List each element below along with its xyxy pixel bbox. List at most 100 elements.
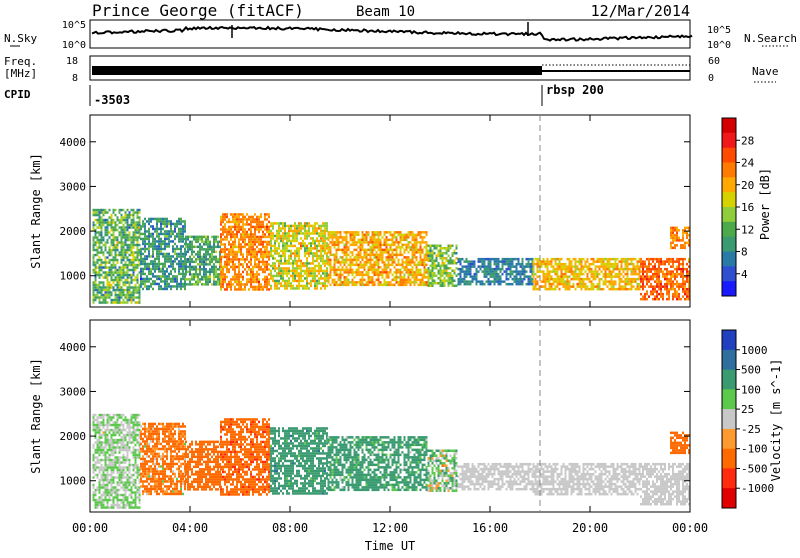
echo-cell bbox=[559, 260, 561, 263]
echo-cell bbox=[125, 271, 127, 274]
echo-cell bbox=[428, 282, 430, 285]
echo-cell bbox=[342, 269, 344, 272]
echo-cell bbox=[205, 263, 207, 266]
echo-cell bbox=[176, 225, 178, 228]
echo-cell bbox=[264, 216, 266, 219]
echo-cell bbox=[131, 251, 133, 254]
echo-cell bbox=[131, 244, 133, 247]
echo-cell bbox=[650, 285, 652, 288]
echo-cell bbox=[328, 246, 330, 249]
echo-cell bbox=[278, 260, 280, 263]
echo-cell bbox=[424, 276, 426, 279]
echo-cell bbox=[442, 265, 444, 268]
echo-cell bbox=[549, 270, 551, 273]
echo-cell bbox=[304, 245, 306, 248]
echo-cell bbox=[298, 257, 300, 260]
echo-cell bbox=[105, 294, 107, 297]
echo-cell bbox=[166, 223, 168, 226]
echo-cell bbox=[324, 260, 326, 263]
echo-cell bbox=[137, 244, 139, 247]
echo-cell bbox=[585, 288, 587, 291]
echo-cell bbox=[97, 486, 99, 489]
echo-cell bbox=[366, 241, 368, 244]
echo-cell bbox=[328, 256, 330, 259]
echo-cell bbox=[613, 275, 615, 278]
echo-cell bbox=[158, 270, 160, 273]
echo-cell bbox=[95, 211, 97, 214]
echo-cell bbox=[646, 268, 648, 271]
echo-cell bbox=[199, 281, 201, 284]
echo-cell bbox=[410, 246, 412, 249]
echo-cell bbox=[502, 258, 504, 261]
echo-cell bbox=[670, 288, 672, 291]
echo-cell bbox=[176, 255, 178, 258]
echo-cell bbox=[105, 506, 107, 509]
echo-cell bbox=[450, 257, 452, 260]
echo-cell bbox=[113, 209, 115, 212]
echo-cell bbox=[189, 248, 191, 251]
echo-cell bbox=[474, 278, 476, 281]
echo-cell bbox=[312, 247, 314, 250]
echo-cell bbox=[585, 265, 587, 268]
echo-cell bbox=[220, 218, 222, 221]
echo-cell bbox=[164, 285, 166, 288]
echo-cell bbox=[306, 225, 308, 228]
echo-cell bbox=[103, 276, 105, 279]
echo-cell bbox=[252, 286, 254, 289]
echo-cell bbox=[258, 273, 260, 276]
echo-cell bbox=[105, 499, 107, 502]
echo-cell bbox=[164, 265, 166, 268]
echo-cell bbox=[107, 444, 109, 447]
echo-cell bbox=[121, 231, 123, 234]
echo-cell bbox=[201, 258, 203, 261]
echo-cell bbox=[396, 279, 398, 282]
echo-cell bbox=[484, 283, 486, 286]
echo-cell bbox=[99, 486, 101, 489]
echo-cell bbox=[123, 291, 125, 294]
echo-cell bbox=[541, 260, 543, 263]
echo-cell bbox=[672, 237, 674, 240]
echo-cell bbox=[170, 233, 172, 236]
echo-cell bbox=[382, 259, 384, 262]
echo-cell bbox=[358, 274, 360, 277]
echo-cell bbox=[294, 225, 296, 228]
echo-cell bbox=[234, 246, 236, 249]
echo-cell bbox=[686, 288, 688, 291]
echo-cell bbox=[129, 239, 131, 242]
echo-cell bbox=[553, 288, 555, 291]
echo-cell bbox=[250, 276, 252, 279]
echo-cell bbox=[330, 276, 332, 279]
echo-cell bbox=[268, 241, 270, 244]
echo-cell bbox=[105, 461, 107, 464]
echo-cell bbox=[551, 275, 553, 278]
echo-cell bbox=[396, 231, 398, 234]
echo-cell bbox=[140, 260, 142, 263]
echo-cell bbox=[125, 214, 127, 217]
echo-cell bbox=[164, 230, 166, 233]
echo-cell bbox=[107, 484, 109, 487]
echo-cell bbox=[105, 414, 107, 417]
echo-cell bbox=[364, 284, 366, 287]
echo-cell bbox=[603, 265, 605, 268]
echo-cell bbox=[372, 254, 374, 257]
cpid-label: CPID bbox=[4, 88, 31, 101]
echo-cell bbox=[101, 216, 103, 219]
echo-cell bbox=[107, 439, 109, 442]
echo-cell bbox=[193, 283, 195, 286]
echo-cell bbox=[530, 283, 532, 286]
echo-cell bbox=[166, 280, 168, 283]
echo-cell bbox=[125, 294, 127, 297]
echo-cell bbox=[176, 245, 178, 248]
echo-cell bbox=[111, 259, 113, 262]
echo-cell bbox=[613, 285, 615, 288]
echo-cell bbox=[406, 259, 408, 262]
echo-cell bbox=[103, 494, 105, 497]
echo-cell bbox=[384, 281, 386, 284]
echo-cell bbox=[256, 273, 258, 276]
echo-cell bbox=[234, 266, 236, 269]
echo-cell bbox=[160, 263, 162, 266]
echo-cell bbox=[250, 221, 252, 224]
echo-cell bbox=[109, 254, 111, 256]
echo-cell bbox=[686, 278, 688, 281]
echo-cell bbox=[224, 238, 226, 241]
